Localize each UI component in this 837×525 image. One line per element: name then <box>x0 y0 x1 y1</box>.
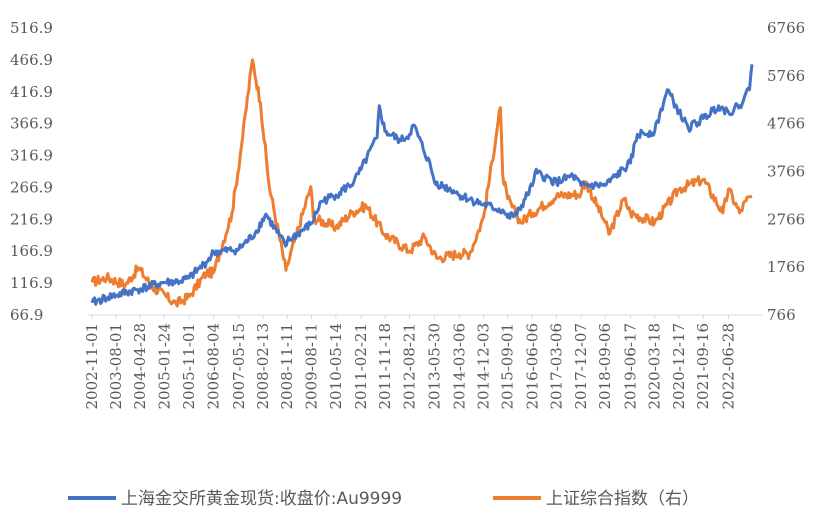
y-left-tick-label: 416.9 <box>10 83 53 101</box>
x-tick-label: 2005-11-01 <box>180 323 198 409</box>
y-left-tick-label: 116.9 <box>10 274 53 292</box>
x-tick-label: 2008-02-13 <box>254 323 272 409</box>
x-tick-label: 2011-02-21 <box>352 323 370 409</box>
y-right-tick-label: 6766 <box>767 19 805 37</box>
y-left-tick-label: 266.9 <box>10 178 53 196</box>
x-tick-label: 2020-12-17 <box>670 323 688 409</box>
x-tick-label: 2017-12-07 <box>572 323 590 409</box>
x-tick-label: 2014-03-06 <box>450 323 468 409</box>
x-tick-label: 2009-08-11 <box>302 323 320 409</box>
x-tick-label: 2011-11-18 <box>376 323 394 409</box>
x-tick-label: 2007-05-15 <box>230 323 248 409</box>
y-right-tick-label: 2766 <box>767 210 805 228</box>
right-y-axis: 6766 5766 4766 3766 2766 1766 766 <box>767 19 805 324</box>
x-tick-label: 2010-05-14 <box>327 323 345 409</box>
x-tick-label: 2006-08-04 <box>205 323 223 409</box>
y-left-tick-label: 516.9 <box>10 19 53 37</box>
x-tick-label: 2022-06-28 <box>720 323 738 409</box>
x-tick-label: 2003-08-01 <box>107 323 125 409</box>
left-y-axis: 516.9 466.9 416.9 366.9 316.9 266.9 216.9 166.9… <box>10 19 53 324</box>
y-left-tick-label: 466.9 <box>10 51 53 69</box>
y-right-tick-label: 766 <box>767 306 796 324</box>
x-tick-label: 2015-09-01 <box>499 323 517 409</box>
series-line-index <box>90 58 753 308</box>
y-right-tick-label: 3766 <box>767 163 805 181</box>
x-tick-label: 2004-04-28 <box>131 323 149 409</box>
x-tick-label: 2020-03-18 <box>646 323 664 409</box>
y-left-tick-label: 66.9 <box>10 306 43 324</box>
y-right-tick-label: 1766 <box>767 258 805 276</box>
legend-label-index: 上证综合指数（右） <box>546 489 699 509</box>
x-tick-label: 2014-12-03 <box>474 323 492 409</box>
plot-area <box>90 58 754 308</box>
x-tick-label: 2018-09-06 <box>596 323 614 409</box>
x-tick-label: 2016-06-06 <box>523 323 541 409</box>
legend-label-gold: 上海金交所黄金现货:收盘价:Au9999 <box>121 489 402 509</box>
x-tick-label: 2005-01-24 <box>155 323 173 409</box>
x-tick-label: 2019-06-17 <box>621 323 639 409</box>
series-line-gold <box>90 64 754 306</box>
x-tick-label: 2021-09-16 <box>694 323 712 409</box>
legend: 上海金交所黄金现货:收盘价:Au9999 上证综合指数（右） <box>68 489 699 509</box>
y-left-tick-label: 316.9 <box>10 147 53 165</box>
x-tick-label: 2013-05-30 <box>426 323 444 409</box>
x-tick-label: 2017-03-06 <box>548 323 566 409</box>
y-left-tick-label: 216.9 <box>10 210 53 228</box>
x-tick-label: 2002-11-01 <box>83 323 101 409</box>
x-tick-label: 2012-08-21 <box>400 323 418 409</box>
y-right-tick-label: 4766 <box>767 115 805 133</box>
y-right-tick-label: 5766 <box>767 67 805 85</box>
x-tick-label: 2008-11-11 <box>278 323 296 409</box>
x-axis: 2002-11-01 2003-08-01 2004-04-28 2005-01-24… <box>83 315 738 409</box>
y-left-tick-label: 166.9 <box>10 242 53 260</box>
y-left-tick-label: 366.9 <box>10 115 53 133</box>
